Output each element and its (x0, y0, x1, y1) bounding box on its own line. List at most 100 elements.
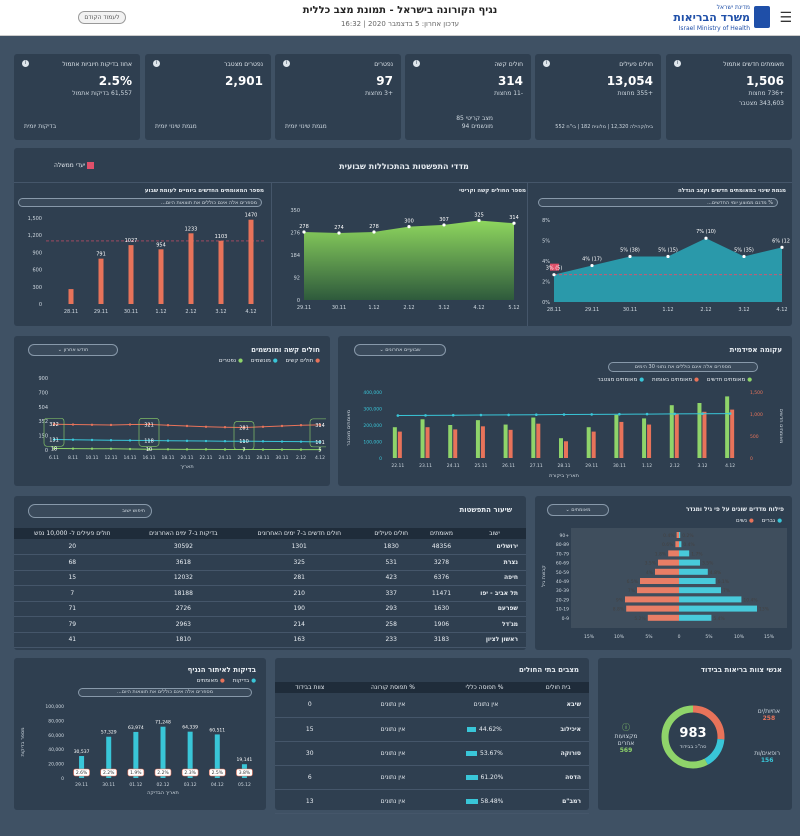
kpi-title: מאומתים חדשים אתמול (723, 61, 784, 68)
occupancy-value: 58.48% (480, 797, 504, 805)
rate-label: 2.2% (157, 770, 169, 776)
menu-icon[interactable]: ☰ (779, 10, 792, 26)
y-tick-label: 504 (38, 405, 48, 411)
y-tick-label: 300,000 (363, 407, 382, 413)
data-label: 322 (49, 422, 59, 428)
kpi-active[interactable]: חולים פעילים i 13,054 +355 מחצות בית/קהי… (535, 54, 661, 140)
y-tick-label: 1,500 (28, 216, 42, 222)
bar (248, 219, 254, 304)
y-tick-label: 10-19 (556, 607, 569, 613)
table-row: חיפה 6376 423 281 12032 15 (14, 570, 526, 586)
bar (679, 578, 716, 584)
data-point (261, 440, 265, 443)
bar (531, 417, 536, 458)
staff-total-label: סה"כ בבידוד (679, 744, 707, 750)
staff-isolated: 15 (275, 717, 345, 742)
kpi-deaths-total[interactable]: נפטרים מצטבר i 2,901 מגמת שינוי יומית (145, 54, 271, 140)
x-tick-label: 28.11 (558, 463, 571, 469)
hospitals-card: מצבים בתי החולים בית חולים% תפוסה כללי% … (275, 658, 589, 814)
ministry-logo: מדינת ישראל משרד הבריאות Israel Ministry… (660, 4, 770, 32)
data-label: 954 (156, 242, 166, 248)
y-axis-label: קבוצת גיל (541, 565, 547, 587)
chart-legend: ●חולים קשים●מונשמים●נפטרים (211, 358, 320, 364)
staff-group-value: 569 (619, 747, 633, 754)
data-label: 314 (315, 423, 325, 429)
table-cell: ראשון לציון (462, 632, 526, 648)
bar (536, 423, 541, 458)
kpi-deaths[interactable]: נפטרים i 97 +3 מחצות מגמת שינוי יומית (275, 54, 401, 140)
y-tick-label: 60-69 (556, 561, 569, 567)
data-point (204, 448, 208, 451)
kpi-title: אחוז בדיקות חיוביות אתמול (62, 61, 132, 68)
data-point (299, 440, 303, 443)
data-label: 5% (35) (734, 247, 754, 253)
legend-item: ●נשים (736, 518, 754, 524)
info-icon[interactable]: i (22, 60, 29, 67)
info-icon[interactable]: i (674, 60, 681, 67)
kpi-trend-link[interactable]: מגמת שינוי יומית (285, 123, 327, 130)
x-tick-label: 1.12 (368, 305, 379, 311)
table-title: מצבים בתי החולים (518, 666, 579, 674)
x-tick-label: 22.11 (200, 455, 213, 461)
info-icon[interactable]: i (413, 60, 420, 67)
legend-item: ●גברים (762, 518, 782, 524)
table-row: תל אביב - יפו 11471 337 210 18188 7 (14, 585, 526, 602)
chart-legend: ●בדיקות●מאומתים (189, 678, 256, 684)
data-label: 281 (239, 426, 249, 432)
x-tick-label: 28.11 (257, 455, 270, 461)
bar (397, 431, 402, 458)
bar (392, 427, 397, 458)
legend-item: ●מאומתים (197, 678, 225, 684)
legend-dot: ● (272, 358, 278, 364)
data-point (318, 440, 322, 444)
info-icon[interactable]: i (153, 60, 160, 67)
hospital-name: רמב"ם (527, 789, 589, 814)
data-point (337, 231, 341, 235)
search-input[interactable]: חיפוש ישוב (28, 504, 152, 518)
area-fill (304, 220, 514, 300)
logo-main-text: משרד הבריאות (673, 11, 750, 24)
data-label: 7% (628, 588, 636, 594)
data-point (299, 424, 303, 427)
info-icon[interactable]: i (543, 60, 550, 67)
info-icon[interactable]: i (283, 60, 290, 67)
period-select[interactable]: חודש אחרון ⌄ (28, 344, 118, 356)
data-label: 6.5% (627, 579, 639, 585)
data-point (185, 424, 189, 428)
kpi-trend-link[interactable]: מגמת שינוי יומית (155, 123, 197, 130)
data-label: 101 (315, 440, 325, 446)
kpi-new-cases[interactable]: מאומתים חדשים אתמול i 1,506 +736 מחצות 3… (666, 54, 792, 140)
kpi-positive-rate[interactable]: אחוז בדיקות חיוביות אתמול i 2.5% 61,557 … (14, 54, 140, 140)
data-label: 57,329 (101, 730, 117, 736)
x-tick-label: 4.12 (245, 309, 256, 315)
x-tick-label: 3.12 (697, 463, 707, 469)
x-tick-label: 30.11 (332, 305, 346, 311)
table-cell: 3618 (130, 554, 237, 571)
kpi-title: חולים פעילים (619, 61, 653, 68)
y-tick-label: 80-89 (556, 542, 569, 548)
search-placeholder: חיפוש ישוב (122, 508, 145, 514)
period-select[interactable]: שבועיים אחרונים ⌄ (354, 344, 446, 356)
bar (647, 424, 652, 458)
info-icon[interactable]: ⓘ (622, 723, 630, 732)
metric-select[interactable]: מאומתים ⌄ (547, 504, 609, 516)
kpi-sub: +355 מחצות (617, 90, 653, 97)
x-tick-label: 8.11 (68, 455, 78, 461)
x-tick-label: 2.12 (670, 463, 680, 469)
occupancy-bar (467, 726, 476, 732)
data-label: 118 (144, 439, 154, 445)
bar (503, 424, 508, 458)
data-label: 1.8% (655, 551, 667, 557)
bar (614, 414, 619, 458)
kpi-trend-link[interactable]: בדיקות יומית (24, 123, 57, 130)
table-cell: 293 (362, 601, 421, 617)
table-cell: 3278 (420, 554, 463, 571)
table-header-row: בית חולים% תפוסה כללי% תפוסת קורונה צוות … (275, 682, 589, 693)
kpi-severe[interactable]: חולים קשה i 314 -11 מחצות מצב קריטי 85 מ… (405, 54, 531, 140)
staff-isolated: 13 (275, 789, 345, 814)
occupancy-value: 44.62% (479, 725, 502, 733)
y-tick-label: 900 (32, 250, 42, 256)
y-tick-label: 0 (379, 456, 382, 462)
old-version-button[interactable]: לעמוד הקודם (78, 11, 126, 24)
x-tick-label: 24.11 (219, 455, 232, 461)
